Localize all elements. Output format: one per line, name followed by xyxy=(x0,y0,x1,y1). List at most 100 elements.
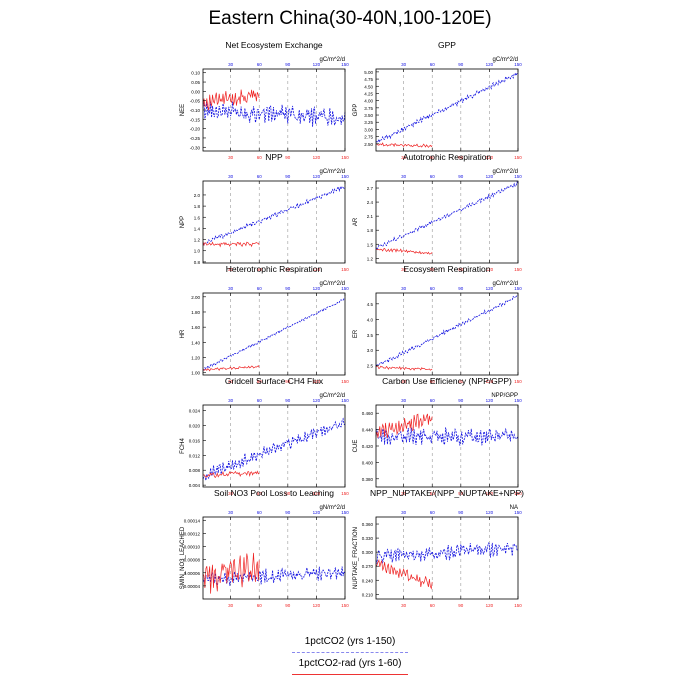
panel-5-ytick-label-3: 3.0 xyxy=(367,348,374,353)
panel-6-title: Gridcell Surface CH4 Flux xyxy=(225,376,324,386)
panel-1-ytick-label-10: 2.50 xyxy=(364,142,373,147)
panel-4-xlabel-bottom-2: 90 xyxy=(285,379,291,384)
panel-4-title: Heterotrophic Respiration xyxy=(226,264,323,274)
panel-3-series-red xyxy=(375,248,433,255)
panel-1-ytick-label-5: 3.75 xyxy=(364,106,373,111)
panel-2-ytick-label-1: 1.8 xyxy=(194,204,201,209)
panel-0-xlabel-top-1: 60 xyxy=(257,62,263,67)
panel-8-ytick-label-3: 0.00008 xyxy=(184,558,201,563)
panel-0-ytick-label-5: -0.15 xyxy=(190,117,201,122)
panel-9-ylabel: NUPTAKE_FRACTION xyxy=(353,527,359,589)
panel-6-xlabel-top-4: 150 xyxy=(341,398,349,403)
panel-5-xlabel-bottom-2: 90 xyxy=(458,379,464,384)
panel-4-xlabel-bottom-3: 120 xyxy=(313,379,321,384)
panel-8-ytick-label-2: 0.00010 xyxy=(184,545,201,550)
panel-1-ytick-label-7: 3.25 xyxy=(364,120,373,125)
panel-8-series-red xyxy=(202,552,260,594)
panel-9-ytick-label-3: 0.270 xyxy=(362,564,374,569)
legend-line-1pctco2 xyxy=(292,652,408,653)
panel-5-title: Ecosystem Respiration xyxy=(404,264,491,274)
panel-9-title: NPP_NUPTAKE/(NPP_NUPTAKE+NPP) xyxy=(370,488,524,498)
panel-7-xlabel-bottom-0: 30 xyxy=(401,491,407,496)
panel-4-series-blue xyxy=(202,297,346,371)
panel-0-series-blue xyxy=(202,101,346,127)
panel-4-xlabel-top-4: 150 xyxy=(341,286,349,291)
panel-4-ytick-label-0: 2.00 xyxy=(191,295,200,300)
panel-6-xlabel-bottom-3: 120 xyxy=(313,491,321,496)
panel-6-series-blue xyxy=(202,417,346,481)
panel-6-units: gC/m^2/d xyxy=(320,393,346,399)
panel-1-ytick-label-3: 4.25 xyxy=(364,91,373,96)
panel-0-xlabel-bottom-1: 60 xyxy=(257,155,263,160)
panel-4-xlabel-top-1: 60 xyxy=(257,286,263,291)
panel-7-ytick-label-1: 0.440 xyxy=(362,428,374,433)
panel-1-xlabel-bottom-0: 30 xyxy=(401,155,407,160)
panel-0-xlabel-bottom-2: 90 xyxy=(285,155,291,160)
panel-2-xlabel-top-3: 120 xyxy=(313,174,321,179)
panel-2-series-red xyxy=(202,241,260,248)
panel-5-ytick-label-4: 2.5 xyxy=(367,364,374,369)
legend-label-1pctco2-rad: 1pctCO2-rad (yrs 1-60) xyxy=(298,658,402,669)
panel-4-ytick-label-2: 1.60 xyxy=(191,325,200,330)
panel-5-ytick-label-0: 4.5 xyxy=(367,302,374,307)
panel-3-xlabel-bottom-3: 120 xyxy=(486,267,494,272)
panel-9-frame xyxy=(375,516,519,600)
panel-7-frame xyxy=(375,404,519,488)
panel-0-units: gC/m^2/d xyxy=(320,57,346,63)
panel-8-xlabel-top-0: 30 xyxy=(228,510,234,515)
panel-4-ylabel: HR xyxy=(180,329,186,338)
panel-2-xlabel-bottom-1: 60 xyxy=(257,267,263,272)
panel-0-xlabel-top-0: 30 xyxy=(228,62,234,67)
panel-2-title: NPP xyxy=(265,152,283,162)
panel-7-xlabel-bottom-4: 150 xyxy=(514,491,522,496)
panel-5-xlabel-top-4: 150 xyxy=(514,286,522,291)
panel-8-ytick-label-1: 0.00012 xyxy=(184,531,201,536)
panel-0-title: Net Ecosystem Exchange xyxy=(225,40,323,50)
panel-3-ytick-label-5: 1.2 xyxy=(367,256,374,261)
panel-1-title: GPP xyxy=(438,40,456,50)
panel-3-ytick-label-1: 2.4 xyxy=(367,200,374,205)
panel-8-xlabel-top-1: 60 xyxy=(257,510,263,515)
panel-1-xlabel-bottom-1: 60 xyxy=(430,155,436,160)
panel-2-ytick-label-0: 2.0 xyxy=(194,193,201,198)
panel-5-xlabel-top-2: 90 xyxy=(458,286,464,291)
panel-1-xlabel-bottom-4: 150 xyxy=(514,155,522,160)
panel-6-ytick-label-1: 0.020 xyxy=(189,424,201,429)
panel-0-ytick-label-8: -0.30 xyxy=(190,145,201,150)
panel-3-xlabel-top-3: 120 xyxy=(486,174,494,179)
panel-9-xlabel-bottom-2: 90 xyxy=(458,603,464,608)
panel-6-ytick-label-0: 0.024 xyxy=(189,409,201,414)
panel-2-xlabel-top-2: 90 xyxy=(285,174,291,179)
panel-1-xlabel-top-1: 60 xyxy=(430,62,436,67)
panel-4-xlabel-top-0: 30 xyxy=(228,286,234,291)
panel-2-xlabel-bottom-4: 150 xyxy=(341,267,349,272)
panel-6-xlabel-bottom-0: 30 xyxy=(228,491,234,496)
panel-6-ytick-label-3: 0.012 xyxy=(189,453,201,458)
panel-7-xlabel-top-3: 120 xyxy=(486,398,494,403)
panel-1-ytick-label-0: 5.00 xyxy=(364,70,373,75)
panel-9-xlabel-top-0: 30 xyxy=(401,510,407,515)
panel-7-ytick-label-2: 0.420 xyxy=(362,444,374,449)
panel-8-ytick-label-5: 0.00004 xyxy=(184,584,201,589)
panel-6-series-red xyxy=(202,470,260,479)
panel-8-xlabel-bottom-2: 90 xyxy=(285,603,291,608)
panel-8-xlabel-top-3: 120 xyxy=(313,510,321,515)
panel-9-ytick-label-0: 0.360 xyxy=(362,522,374,527)
panel-5-units: gC/m^2/d xyxy=(493,281,519,287)
panel-0-ytick-label-6: -0.20 xyxy=(190,127,201,132)
panel-3-xlabel-bottom-2: 90 xyxy=(458,267,464,272)
panel-8-ytick-label-4: 0.00006 xyxy=(184,571,201,576)
panel-7-xlabel-bottom-2: 90 xyxy=(458,491,464,496)
panel-7-ytick-label-4: 0.380 xyxy=(362,477,374,482)
legend: 1pctCO2 (yrs 1-150) 1pctCO2-rad (yrs 1-6… xyxy=(250,636,450,682)
panel-1-ylabel: GPP xyxy=(353,104,359,117)
panel-4-xlabel-top-2: 90 xyxy=(285,286,291,291)
panel-0-ytick-label-7: -0.25 xyxy=(190,136,201,141)
panel-8-xlabel-bottom-0: 30 xyxy=(228,603,234,608)
panel-0-xlabel-top-4: 150 xyxy=(341,62,349,67)
panel-1-xlabel-bottom-2: 90 xyxy=(458,155,464,160)
panel-1-ytick-label-4: 4.00 xyxy=(364,99,373,104)
panel-2-ytick-label-5: 1.0 xyxy=(194,249,201,254)
panel-2-series-blue xyxy=(202,185,346,246)
panel-9-ytick-label-4: 0.240 xyxy=(362,578,374,583)
